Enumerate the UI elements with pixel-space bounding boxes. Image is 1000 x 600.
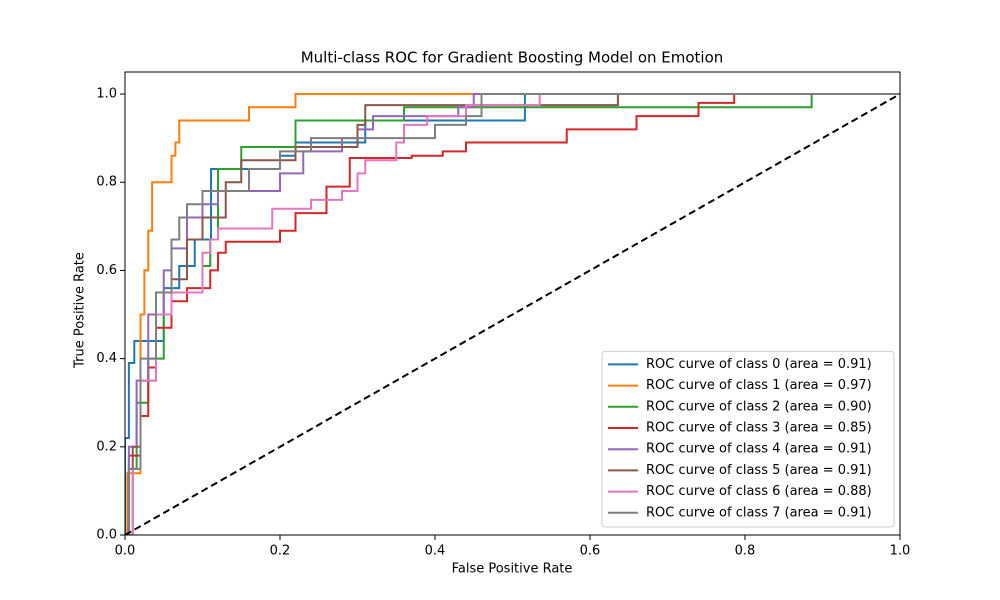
y-tick-label: 0.4 [96, 351, 117, 366]
legend-label: ROC curve of class 7 (area = 0.91) [646, 505, 872, 520]
legend-label: ROC curve of class 2 (area = 0.90) [646, 399, 872, 414]
roc-line [125, 93, 900, 535]
y-tick-label: 0.6 [96, 263, 117, 278]
roc-line [125, 93, 900, 535]
legend-box [601, 350, 895, 528]
legend-label: ROC curve of class 5 (area = 0.91) [646, 463, 872, 478]
x-axis-label: False Positive Rate [452, 562, 573, 577]
roc-line [125, 93, 900, 535]
legend-label: ROC curve of class 1 (area = 0.97) [646, 378, 872, 393]
plot-area [125, 93, 900, 535]
legend-label: ROC curve of class 3 (area = 0.85) [646, 421, 872, 436]
roc-line [125, 93, 900, 535]
x-tick-label: 0.2 [270, 544, 291, 559]
chart-title: Multi-class ROC for Gradient Boosting Mo… [301, 49, 724, 67]
x-tick-label: 1.0 [890, 544, 911, 559]
legend-label: ROC curve of class 4 (area = 0.91) [646, 442, 872, 457]
y-tick-label: 0.2 [96, 439, 117, 454]
x-tick-label: 0.8 [735, 544, 756, 559]
x-tick-label: 0.0 [115, 544, 136, 559]
legend-label: ROC curve of class 6 (area = 0.88) [646, 484, 872, 499]
legend-label: ROC curve of class 0 (area = 0.91) [646, 357, 872, 372]
x-tick-label: 0.6 [580, 544, 601, 559]
y-tick-label: 1.0 [96, 87, 117, 102]
roc-line [125, 93, 900, 535]
plot-frame [124, 71, 901, 536]
y-tick-label: 0.0 [96, 528, 117, 543]
y-axis-label: True Positive Rate [73, 252, 88, 369]
y-tick-label: 0.8 [96, 175, 117, 190]
x-tick-label: 0.4 [425, 544, 446, 559]
